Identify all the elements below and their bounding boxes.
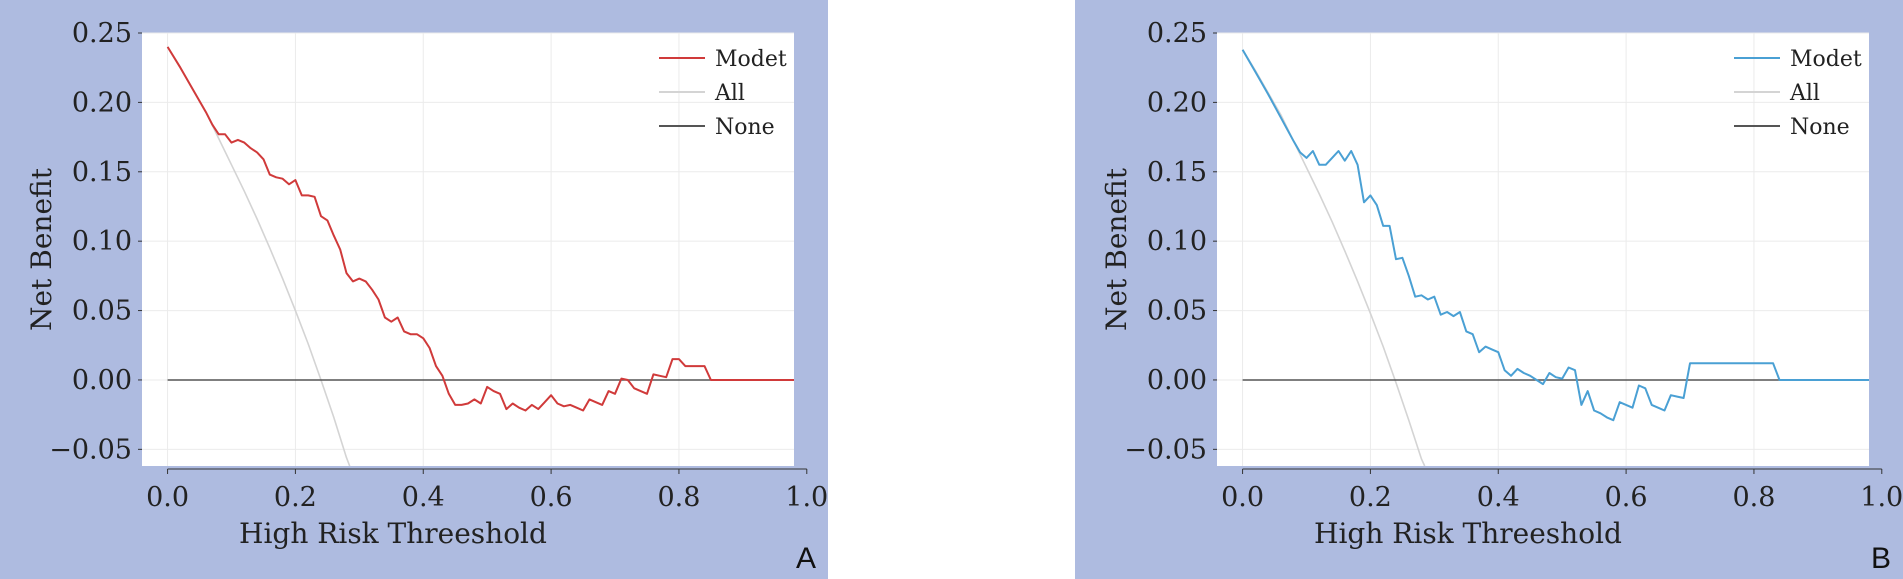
legend-label: None xyxy=(1790,115,1850,140)
x-tick-label: 0.6 xyxy=(1605,482,1648,513)
x-tick-label: 0.4 xyxy=(1477,482,1520,513)
series-line-modet xyxy=(1241,49,1869,422)
y-axis-title: Net Benefit xyxy=(1100,167,1133,331)
y-tick-label: 0.20 xyxy=(1147,87,1207,118)
x-tick-label: 0.2 xyxy=(274,482,317,513)
x-axis-title: High Risk Threeshold xyxy=(1314,517,1622,550)
y-tick-label: −0.05 xyxy=(1124,434,1207,465)
x-tick-label: 0.2 xyxy=(1349,482,1392,513)
y-tick-label: 0.20 xyxy=(72,87,132,118)
y-tick-label: 0.05 xyxy=(72,296,132,327)
panel-letter: A xyxy=(796,542,816,575)
panel-letter: B xyxy=(1871,542,1891,575)
x-axis-title: High Risk Threeshold xyxy=(239,517,547,550)
series-line-all xyxy=(1241,49,1426,466)
x-tick-label: 1.0 xyxy=(1860,482,1903,513)
plot-area xyxy=(1217,33,1869,466)
y-tick-label: 0.10 xyxy=(1147,226,1207,257)
y-tick-label: 0.00 xyxy=(72,365,132,396)
legend-label: Modet xyxy=(715,47,787,72)
y-tick-label: 0.25 xyxy=(1147,18,1207,49)
legend-label: All xyxy=(1789,81,1820,106)
legend-label: All xyxy=(714,81,745,106)
plot-area xyxy=(142,33,794,466)
y-tick-label: 0.15 xyxy=(1147,157,1207,188)
x-tick-label: 0.6 xyxy=(530,482,573,513)
y-tick-label: 0.15 xyxy=(72,157,132,188)
series-line-modet xyxy=(166,46,794,412)
x-tick-label: 0.0 xyxy=(1221,482,1264,513)
y-tick-label: 0.00 xyxy=(1147,365,1207,396)
x-tick-label: 0.8 xyxy=(1732,482,1775,513)
y-tick-label: −0.05 xyxy=(49,434,132,465)
x-tick-label: 0.4 xyxy=(402,482,445,513)
x-tick-label: 0.0 xyxy=(146,482,189,513)
chart-panel-b: 0.25 0.20 0.15 0.10 0.05 0.00 −0.05 0.0 0.2 0.4 0.… xyxy=(1075,0,1903,579)
x-tick-label: 0.8 xyxy=(657,482,700,513)
legend-label: None xyxy=(715,115,775,140)
y-tick-label: 0.25 xyxy=(72,18,132,49)
x-tick-label: 1.0 xyxy=(785,482,828,513)
chart-panel-a: 0.25 0.20 0.15 0.10 0.05 0.00 −0.05 0.0 0.2 0.4 0.… xyxy=(0,0,828,579)
y-tick-label: 0.10 xyxy=(72,226,132,257)
y-tick-label: 0.05 xyxy=(1147,296,1207,327)
legend-label: Modet xyxy=(1790,47,1862,72)
y-axis-title: Net Benefit xyxy=(25,167,58,331)
